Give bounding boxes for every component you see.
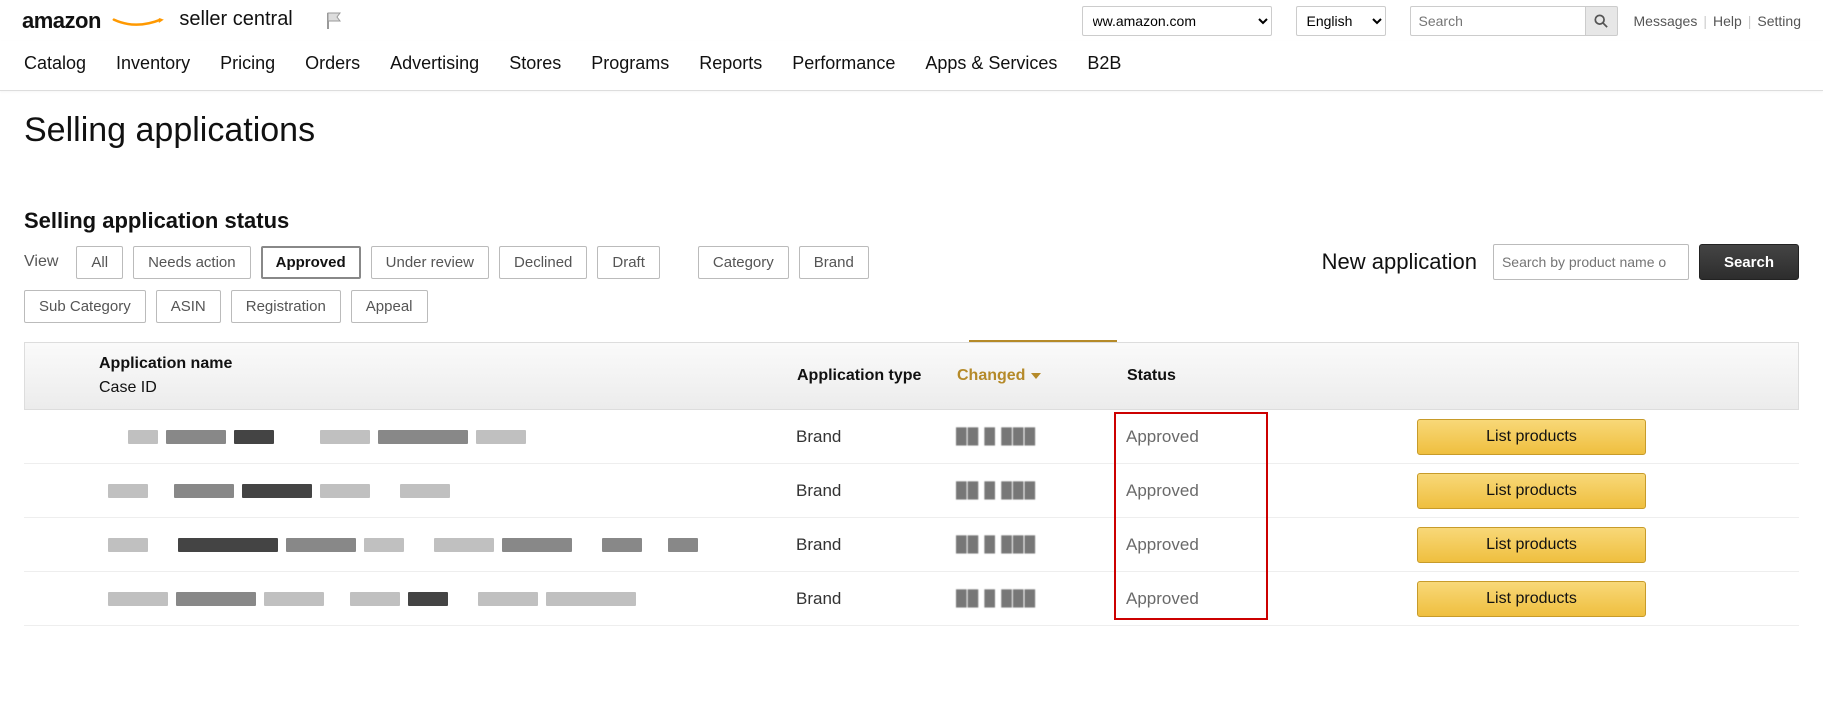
filters-row-1: View All Needs action Approved Under rev… bbox=[24, 244, 1799, 280]
td-name bbox=[24, 484, 784, 498]
td-type: Brand bbox=[784, 535, 944, 555]
logo[interactable]: amazon seller central bbox=[22, 8, 293, 34]
nav-stores[interactable]: Stores bbox=[509, 53, 561, 74]
td-type: Brand bbox=[784, 589, 944, 609]
th-application-name: Application name Case ID bbox=[25, 355, 785, 397]
table-body: Brand ██ █ ███ Approved List products bbox=[24, 410, 1799, 626]
messages-link[interactable]: Messages bbox=[1634, 13, 1698, 29]
td-type: Brand bbox=[784, 481, 944, 501]
td-status: Approved bbox=[1114, 589, 1264, 609]
list-products-button[interactable]: List products bbox=[1417, 473, 1646, 509]
filter-declined[interactable]: Declined bbox=[499, 246, 587, 279]
page-title: Selling applications bbox=[24, 111, 1799, 150]
td-type: Brand bbox=[784, 427, 944, 447]
applications-table: Application name Case ID Application typ… bbox=[24, 340, 1799, 626]
main-nav: Catalog Inventory Pricing Orders Adverti… bbox=[0, 41, 1823, 91]
filter-approved[interactable]: Approved bbox=[261, 246, 361, 279]
separator: | bbox=[1748, 13, 1752, 29]
top-header: amazon seller central ww.amazon.com Engl… bbox=[0, 0, 1823, 41]
td-changed: ██ █ ███ bbox=[944, 590, 1114, 607]
td-status: Approved bbox=[1114, 535, 1264, 555]
redacted-name bbox=[108, 592, 772, 606]
section-title: Selling application status bbox=[24, 208, 1799, 234]
th-name-line1: Application name bbox=[99, 355, 773, 373]
filter-under-review[interactable]: Under review bbox=[371, 246, 489, 279]
nav-performance[interactable]: Performance bbox=[792, 53, 895, 74]
nav-inventory[interactable]: Inventory bbox=[116, 53, 190, 74]
redacted-name bbox=[108, 538, 772, 552]
td-changed: ██ █ ███ bbox=[944, 536, 1114, 553]
separator: | bbox=[1703, 13, 1707, 29]
th-status: Status bbox=[1115, 367, 1265, 385]
nav-catalog[interactable]: Catalog bbox=[24, 53, 86, 74]
page-content: Selling applications Selling application… bbox=[0, 91, 1823, 626]
table-row: Brand ██ █ ███ Approved List products bbox=[24, 572, 1799, 626]
settings-link[interactable]: Setting bbox=[1757, 13, 1801, 29]
filter-brand[interactable]: Brand bbox=[799, 246, 869, 279]
flag-icon[interactable] bbox=[323, 11, 345, 31]
list-products-button[interactable]: List products bbox=[1417, 527, 1646, 563]
table-row: Brand ██ █ ███ Approved List products bbox=[24, 410, 1799, 464]
logo-seller-central-text: seller central bbox=[179, 8, 292, 31]
list-products-button[interactable]: List products bbox=[1417, 419, 1646, 455]
td-name bbox=[24, 592, 784, 606]
th-changed-label: Changed bbox=[957, 367, 1025, 385]
search-icon bbox=[1594, 14, 1608, 28]
td-changed: ██ █ ███ bbox=[944, 482, 1114, 499]
marketplace-select[interactable]: ww.amazon.com bbox=[1082, 6, 1272, 36]
filter-asin[interactable]: ASIN bbox=[156, 290, 221, 323]
redacted-name bbox=[128, 430, 772, 444]
sort-desc-icon bbox=[1031, 373, 1041, 379]
filter-needs-action[interactable]: Needs action bbox=[133, 246, 251, 279]
filter-appeal[interactable]: Appeal bbox=[351, 290, 428, 323]
td-status: Approved bbox=[1114, 427, 1264, 447]
filters-row-2: Sub Category ASIN Registration Appeal bbox=[24, 290, 1799, 323]
help-link[interactable]: Help bbox=[1713, 13, 1742, 29]
td-name bbox=[24, 430, 784, 444]
table-row: Brand ██ █ ███ Approved List products bbox=[24, 518, 1799, 572]
sort-indicator-line bbox=[969, 340, 1117, 342]
nav-b2b[interactable]: B2B bbox=[1087, 53, 1121, 74]
table-header: Application name Case ID Application typ… bbox=[24, 342, 1799, 410]
th-changed[interactable]: Changed bbox=[945, 367, 1115, 385]
table-row: Brand ██ █ ███ Approved List products bbox=[24, 464, 1799, 518]
td-status: Approved bbox=[1114, 481, 1264, 501]
td-changed: ██ █ ███ bbox=[944, 428, 1114, 445]
application-search-input[interactable] bbox=[1493, 244, 1689, 280]
td-action: List products bbox=[1264, 473, 1799, 509]
td-action: List products bbox=[1264, 419, 1799, 455]
td-name bbox=[24, 538, 784, 552]
filter-sub-category[interactable]: Sub Category bbox=[24, 290, 146, 323]
nav-apps-services[interactable]: Apps & Services bbox=[925, 53, 1057, 74]
list-products-button[interactable]: List products bbox=[1417, 581, 1646, 617]
top-links: Messages | Help | Setting bbox=[1634, 13, 1801, 29]
td-action: List products bbox=[1264, 581, 1799, 617]
status-section: Selling application status View All Need… bbox=[24, 208, 1799, 626]
td-action: List products bbox=[1264, 527, 1799, 563]
logo-amazon-text: amazon bbox=[22, 8, 101, 33]
nav-orders[interactable]: Orders bbox=[305, 53, 360, 74]
language-select[interactable]: English bbox=[1296, 6, 1386, 36]
global-search bbox=[1410, 6, 1618, 36]
new-application-label: New application bbox=[1322, 249, 1477, 275]
nav-advertising[interactable]: Advertising bbox=[390, 53, 479, 74]
global-search-button[interactable] bbox=[1586, 6, 1618, 36]
filter-draft[interactable]: Draft bbox=[597, 246, 660, 279]
nav-programs[interactable]: Programs bbox=[591, 53, 669, 74]
filter-all[interactable]: All bbox=[76, 246, 123, 279]
application-search-button[interactable]: Search bbox=[1699, 244, 1799, 280]
th-type: Application type bbox=[785, 367, 945, 385]
amazon-swoosh-icon bbox=[107, 18, 169, 28]
redacted-name bbox=[108, 484, 772, 498]
filter-registration[interactable]: Registration bbox=[231, 290, 341, 323]
nav-reports[interactable]: Reports bbox=[699, 53, 762, 74]
new-application-search: New application Search bbox=[1322, 244, 1799, 280]
filter-category[interactable]: Category bbox=[698, 246, 789, 279]
global-search-input[interactable] bbox=[1410, 6, 1586, 36]
nav-pricing[interactable]: Pricing bbox=[220, 53, 275, 74]
view-label: View bbox=[24, 253, 58, 271]
th-name-line2: Case ID bbox=[99, 379, 773, 397]
